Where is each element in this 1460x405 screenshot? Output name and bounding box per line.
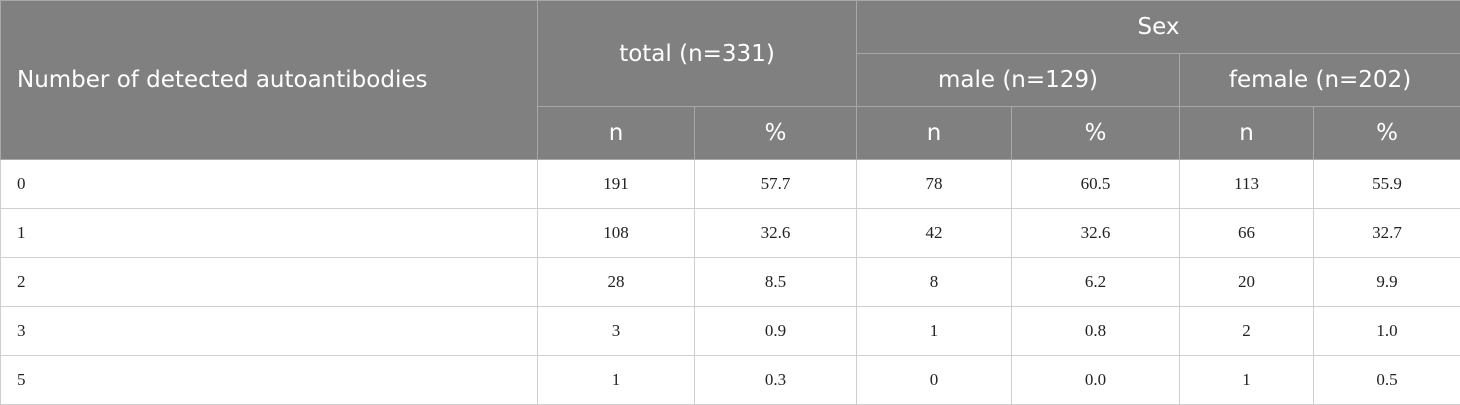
subheader-cell: n <box>1180 107 1314 160</box>
table-cell: 1 <box>1 209 538 258</box>
table-cell: 1 <box>1180 356 1314 405</box>
header-cell: total (n=331) <box>538 1 857 107</box>
table-cell: 8 <box>857 258 1012 307</box>
table-cell: 6.2 <box>1012 258 1180 307</box>
table-cell: 57.7 <box>695 160 857 209</box>
table-cell: 0 <box>857 356 1012 405</box>
table-cell: 113 <box>1180 160 1314 209</box>
table-cell: 0.0 <box>1012 356 1180 405</box>
table-cell: 78 <box>857 160 1012 209</box>
table-cell: 9.9 <box>1314 258 1460 307</box>
header-cell: Number of detected autoantibodies <box>1 1 538 160</box>
table-cell: 108 <box>538 209 695 258</box>
table-cell: 60.5 <box>1012 160 1180 209</box>
table-cell: 0.8 <box>1012 307 1180 356</box>
table-cell: 5 <box>1 356 538 405</box>
table-cell: 1 <box>538 356 695 405</box>
table-cell: 42 <box>857 209 1012 258</box>
table-cell: 55.9 <box>1314 160 1460 209</box>
header-cell: female (n=202) <box>1180 54 1460 107</box>
table-cell: 1 <box>857 307 1012 356</box>
table-cell: 32.6 <box>1012 209 1180 258</box>
table-cell: 8.5 <box>695 258 857 307</box>
table-cell: 3 <box>538 307 695 356</box>
subheader-cell: % <box>695 107 857 160</box>
subheader-cell: n <box>857 107 1012 160</box>
header-cell: Sex <box>857 1 1460 54</box>
table-cell: 20 <box>1180 258 1314 307</box>
table-header: Number of detected autoantibodies total … <box>1 1 1460 160</box>
table-cell: 0.5 <box>1314 356 1460 405</box>
header-cell: male (n=129) <box>857 54 1180 107</box>
table-cell: 32.7 <box>1314 209 1460 258</box>
subheader-cell: % <box>1314 107 1460 160</box>
table-cell: 32.6 <box>695 209 857 258</box>
table-cell: 191 <box>538 160 695 209</box>
subheader-cell: % <box>1012 107 1180 160</box>
table-cell: 66 <box>1180 209 1314 258</box>
table-cell: 0.3 <box>695 356 857 405</box>
table-cell: 0.9 <box>695 307 857 356</box>
table-cell: 3 <box>1 307 538 356</box>
table-cell: 2 <box>1180 307 1314 356</box>
table-cell: 2 <box>1 258 538 307</box>
table-cell: 28 <box>538 258 695 307</box>
subheader-cell: n <box>538 107 695 160</box>
table-cell: 1.0 <box>1314 307 1460 356</box>
table-cell: 0 <box>1 160 538 209</box>
